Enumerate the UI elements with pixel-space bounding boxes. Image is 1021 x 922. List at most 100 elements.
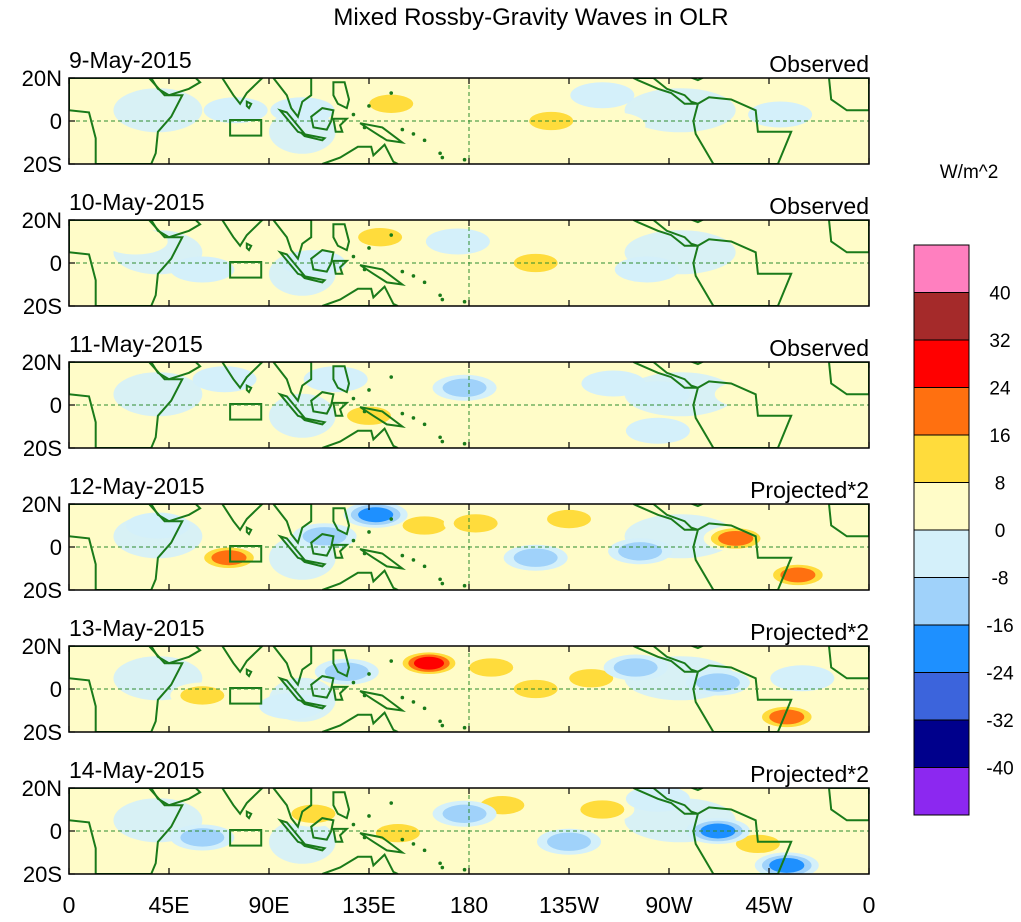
lat-tick-label: 20S — [23, 862, 62, 887]
positive-anomaly — [359, 90, 424, 117]
land-outline — [299, 416, 327, 426]
island-marker — [389, 659, 394, 663]
land-outline — [272, 78, 313, 119]
island-marker — [440, 155, 445, 160]
land-outline — [299, 842, 327, 852]
panel-label: Projected*2 — [750, 477, 869, 503]
land-outline — [332, 117, 350, 133]
colorbar-label: 32 — [989, 331, 1010, 352]
lat-tick-label: 0 — [50, 393, 62, 418]
positive-anomaly — [392, 512, 457, 539]
land-outline — [689, 362, 705, 366]
lon-tick-label: 135W — [539, 892, 599, 918]
negative-anomaly — [754, 852, 819, 874]
positive-anomaly — [792, 523, 857, 550]
lon-tick-label: 90E — [249, 892, 290, 918]
land-outline — [359, 264, 406, 287]
lat-tick-label: 0 — [50, 677, 62, 702]
map-panel: 20N 0 20S 12-May-2015 Projected*2 — [22, 473, 870, 603]
colorbar-swatch — [913, 624, 970, 673]
land-outline — [332, 365, 351, 394]
land-outline — [299, 132, 327, 142]
positive-anomaly — [503, 676, 568, 702]
island-marker — [362, 125, 367, 130]
land-outline — [221, 362, 264, 390]
land-outline — [272, 362, 313, 403]
land-outline — [689, 788, 705, 792]
panel-label: Projected*2 — [750, 761, 869, 787]
reference-box — [229, 687, 263, 705]
positive-anomaly — [481, 409, 546, 436]
island-marker — [351, 680, 356, 685]
island-marker — [411, 274, 416, 278]
island-marker — [367, 388, 371, 392]
colorbar-swatch — [913, 719, 970, 768]
land-outline — [332, 259, 350, 275]
land-outline — [245, 383, 253, 394]
positive-anomaly — [170, 682, 235, 709]
negative-anomaly — [625, 417, 690, 444]
lat-tick-label: 20S — [23, 578, 62, 603]
land-outline — [359, 690, 406, 713]
panel-date: 11-May-2015 — [69, 331, 203, 357]
negative-anomaly — [432, 374, 497, 401]
land-outline — [689, 504, 705, 508]
colorbar-label: 40 — [989, 284, 1010, 305]
lat-tick-label: 20N — [22, 776, 62, 801]
panel-date: 12-May-2015 — [69, 473, 205, 499]
land-outline — [69, 646, 184, 732]
colorbar-label: -24 — [986, 664, 1014, 685]
land-outline — [827, 788, 869, 822]
negative-anomaly — [170, 824, 235, 851]
island-marker — [367, 104, 371, 108]
island-marker — [440, 297, 445, 302]
panel-label: Observed — [769, 51, 869, 77]
island-marker — [400, 127, 405, 132]
land-outline — [299, 700, 327, 710]
land-outline — [692, 238, 793, 306]
anomaly-field — [69, 788, 869, 874]
island-marker — [389, 233, 394, 237]
negative-anomaly — [503, 544, 568, 571]
negative-anomaly — [432, 800, 497, 827]
negative-anomaly — [770, 665, 835, 692]
island-marker — [411, 700, 416, 704]
anomaly-field — [69, 78, 869, 164]
positive-anomaly — [197, 544, 261, 571]
island-marker — [440, 581, 445, 586]
land-outline — [69, 220, 184, 306]
lon-tick-label: 90W — [645, 892, 693, 918]
island-marker — [400, 411, 405, 416]
island-marker — [362, 835, 367, 840]
lon-tick-label: 180 — [450, 892, 488, 918]
lat-tick-label: 20N — [22, 208, 62, 233]
island-marker — [351, 822, 356, 827]
reference-box — [229, 545, 263, 563]
colorbar-units: W/m^2 — [940, 162, 999, 183]
island-marker — [462, 583, 467, 588]
island-marker — [422, 848, 427, 853]
positive-anomaly — [503, 250, 568, 276]
positive-anomaly — [348, 224, 413, 251]
land-outline — [150, 646, 202, 665]
panel-label: Observed — [769, 193, 869, 219]
panels: 20N 0 20S 9-May-2015 Observed 20N 0 20S 10-May-2… — [22, 47, 870, 887]
negative-anomaly — [581, 370, 646, 397]
land-outline — [272, 646, 313, 687]
lon-tick-label: 45E — [149, 892, 190, 918]
longitude-axis: 0 45E 90E 135E 180 135W 90W 45W 0 — [63, 892, 876, 918]
coastlines — [69, 78, 869, 164]
lon-tick-label: 0 — [63, 892, 76, 918]
land-outline — [69, 362, 184, 448]
colorbar-swatch — [913, 577, 970, 626]
negative-anomaly — [608, 538, 673, 565]
positive-anomaly — [459, 654, 524, 681]
colorbar-label: -32 — [986, 711, 1013, 732]
positive-anomaly — [581, 112, 646, 139]
land-outline — [221, 788, 264, 816]
land-outline — [827, 78, 869, 112]
positive-anomaly — [365, 820, 430, 847]
colorbar-label: 0 — [995, 521, 1006, 542]
positive-anomaly — [281, 800, 346, 827]
colorbar-swatch — [913, 529, 970, 578]
